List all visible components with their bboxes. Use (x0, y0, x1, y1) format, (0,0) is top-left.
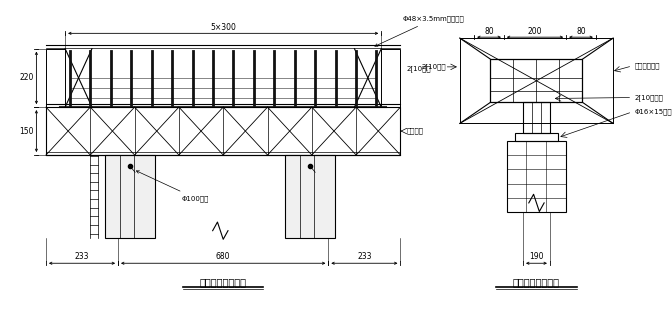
Bar (46, 107, 401, 155)
Bar (491, 59, 583, 102)
Bar (515, 133, 558, 141)
Text: 233: 233 (75, 252, 89, 261)
Text: 2[10背筋: 2[10背筋 (422, 64, 446, 70)
Bar (523, 102, 550, 133)
Text: 80: 80 (485, 27, 494, 36)
Bar (46, 49, 65, 107)
Text: 233: 233 (357, 252, 372, 261)
Text: 5×300: 5×300 (210, 23, 236, 32)
Text: 钢棒现浇盖梁侧面: 钢棒现浇盖梁侧面 (513, 277, 560, 287)
Bar (286, 155, 335, 238)
Text: Φ16×15砂筒: Φ16×15砂筒 (634, 108, 672, 115)
Text: Φ100钢棒: Φ100钢棒 (136, 171, 210, 202)
Text: 220: 220 (19, 73, 34, 82)
Text: 150: 150 (19, 126, 34, 135)
Text: 190: 190 (530, 252, 544, 261)
Bar (106, 155, 155, 238)
Text: 花篮螺丝拉杆: 花篮螺丝拉杆 (634, 63, 660, 69)
Text: 钢棒现浇盖梁正面: 钢棒现浇盖梁正面 (200, 277, 247, 287)
Bar (381, 49, 401, 107)
Text: 2[10背筋: 2[10背筋 (406, 65, 431, 72)
Text: 680: 680 (216, 252, 230, 261)
Bar (507, 141, 566, 212)
Text: 200: 200 (528, 27, 542, 36)
Text: Φ48×3.5mm钢管护栏: Φ48×3.5mm钢管护栏 (375, 16, 464, 46)
Text: 2[10小横梁: 2[10小横梁 (634, 94, 663, 101)
Text: 80: 80 (576, 27, 586, 36)
Text: 贝雷支架: 贝雷支架 (406, 128, 423, 134)
